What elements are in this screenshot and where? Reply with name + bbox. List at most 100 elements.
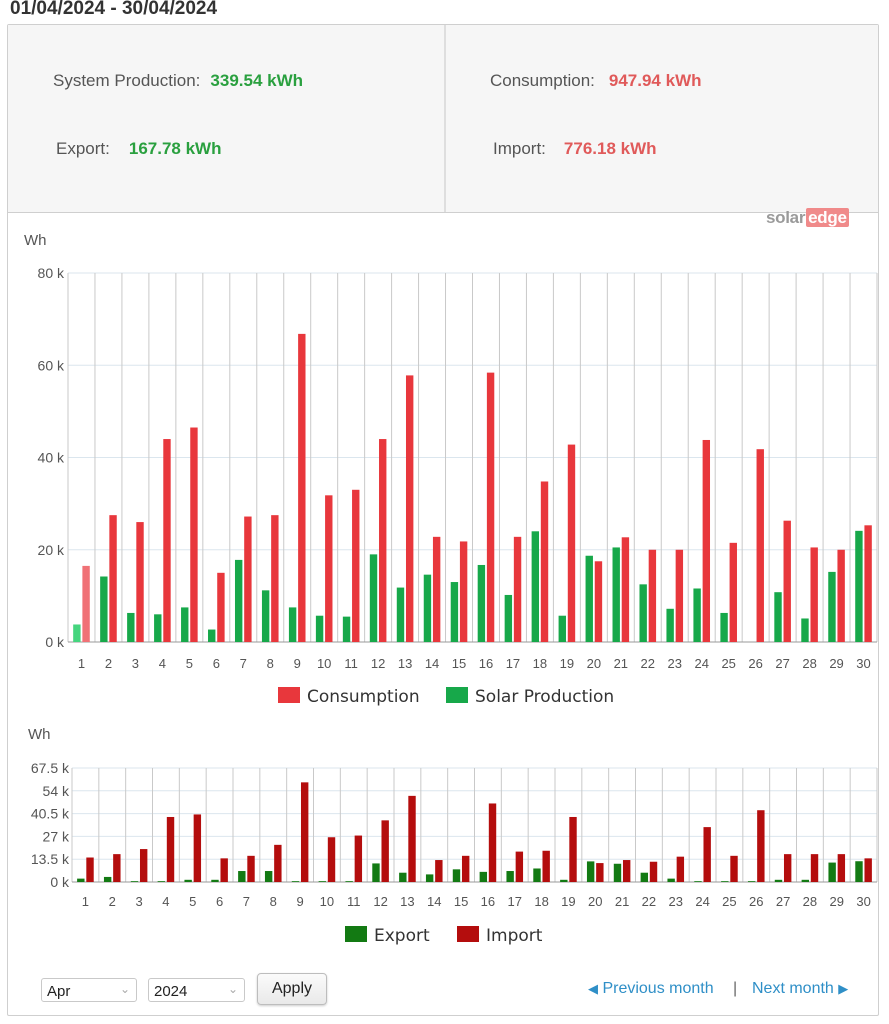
date-range-title: 01/04/2024 - 30/04/2024 [10, 0, 218, 19]
second-bar-import [622, 860, 631, 882]
main-bar-solar-production [531, 531, 540, 642]
second-bar-import [703, 827, 711, 882]
second-bar-import [837, 854, 846, 882]
main-bar-solar-production [261, 590, 270, 642]
year-select[interactable]: 2024 ⌄ [148, 978, 245, 1002]
main-bar-consumption [864, 525, 872, 642]
second-bar-export [506, 871, 514, 882]
triangle-left-icon: ◀ [588, 981, 598, 996]
second-bar-import [408, 795, 416, 882]
second-x-tick-label: 12 [373, 894, 387, 909]
second-bar-export [399, 872, 407, 882]
main-bar-solar-production [828, 571, 836, 642]
export-value: 167.78 kWh [128, 139, 222, 158]
second-x-tick-label: 13 [400, 894, 414, 909]
second-x-tick-label: 5 [189, 894, 196, 909]
main-bar-solar-production [477, 564, 486, 642]
main-bar-solar-production [693, 588, 701, 642]
main-bar-solar-production [720, 612, 728, 642]
second-bar-import [435, 860, 443, 882]
second-bar-import [488, 803, 497, 882]
main-bar-solar-production [369, 554, 378, 642]
second-bar-export [211, 879, 219, 882]
second-bar-import [300, 782, 309, 882]
main-bar-solar-production [73, 624, 81, 642]
main-bar-solar-production [666, 608, 674, 642]
main-x-tick-label: 16 [479, 656, 493, 671]
main-bar-solar-production [396, 587, 405, 642]
month-select[interactable]: Apr ⌄ [41, 978, 137, 1002]
main-bar-consumption [459, 541, 468, 642]
second-bar-import [596, 863, 604, 882]
year-value: 2024 [154, 983, 188, 1000]
main-bar-consumption [136, 522, 144, 642]
main-x-tick-label: 3 [132, 656, 139, 671]
second-bar-import [193, 814, 202, 882]
second-bar-export [77, 878, 85, 882]
main-y-tick-label: 80 k [38, 265, 65, 281]
second-legend-label: Import [486, 926, 543, 946]
main-y-axis-label: Wh [24, 232, 47, 249]
main-bar-solar-production [423, 574, 432, 642]
import-stat: Import: 776.18 kWh [493, 139, 657, 159]
main-bar-consumption [379, 439, 387, 642]
summary-box: System Production: 339.54 kWh Export: 167.… [8, 25, 878, 213]
second-bar-export [318, 881, 327, 882]
second-bar-export [238, 871, 246, 882]
second-bar-export [747, 881, 756, 882]
main-x-tick-label: 26 [748, 656, 762, 671]
consumption-value: 947.94 kWh [608, 71, 702, 90]
main-y-tick-label: 0 k [45, 634, 65, 650]
main-bar-solar-production [127, 612, 135, 642]
second-bar-import [569, 816, 577, 882]
export-stat: Export: 167.78 kWh [56, 139, 221, 159]
second-bar-export [640, 872, 649, 882]
second-x-tick-label: 18 [534, 894, 548, 909]
second-bar-export [828, 862, 836, 882]
main-bar-solar-production [234, 559, 243, 642]
second-x-tick-label: 22 [642, 894, 656, 909]
main-bar-solar-production [154, 614, 162, 642]
main-x-tick-label: 19 [560, 656, 574, 671]
second-bar-import [139, 849, 148, 882]
main-legend-swatch [278, 687, 300, 703]
solaredge-logo: solar edge [766, 208, 849, 228]
second-x-tick-label: 19 [561, 894, 575, 909]
main-bar-consumption [432, 536, 441, 642]
next-month-link[interactable]: Next month ▶ [752, 980, 848, 998]
second-bar-export [694, 881, 702, 882]
second-bar-import [166, 816, 175, 882]
previous-month-link[interactable]: ◀ Previous month [588, 980, 714, 998]
import-value: 776.18 kWh [563, 139, 657, 158]
second-x-tick-label: 28 [803, 894, 817, 909]
main-x-tick-label: 10 [317, 656, 331, 671]
chevron-down-icon: ⌄ [227, 982, 238, 996]
second-x-tick-label: 4 [162, 894, 169, 909]
chevron-down-icon: ⌄ [119, 982, 130, 996]
second-bar-import [86, 857, 94, 882]
second-bar-import [461, 855, 470, 882]
second-bar-import [676, 856, 685, 882]
production-value: 339.54 kWh [210, 71, 304, 90]
production-stat: System Production: 339.54 kWh [53, 71, 303, 91]
apply-button[interactable]: Apply [257, 973, 327, 1005]
main-x-tick-label: 1 [78, 656, 85, 671]
second-x-tick-label: 11 [347, 894, 361, 909]
second-bar-export [103, 876, 112, 882]
second-legend-label: Export [374, 926, 430, 946]
second-bar-import [542, 850, 550, 882]
main-bar-consumption [702, 439, 711, 642]
second-bar-export [184, 879, 192, 882]
second-x-tick-label: 9 [296, 894, 303, 909]
second-bar-import [864, 858, 872, 882]
main-y-tick-label: 60 k [38, 357, 65, 373]
main-x-tick-label: 5 [186, 656, 193, 671]
main-bar-solar-production [558, 615, 566, 642]
second-bar-export [452, 869, 461, 882]
second-bar-export [613, 863, 622, 882]
second-x-tick-label: 16 [481, 894, 495, 909]
second-y-axis-label: Wh [28, 726, 51, 743]
second-bar-import [327, 837, 336, 882]
second-x-tick-label: 17 [508, 894, 522, 909]
second-x-tick-label: 1 [82, 894, 89, 909]
